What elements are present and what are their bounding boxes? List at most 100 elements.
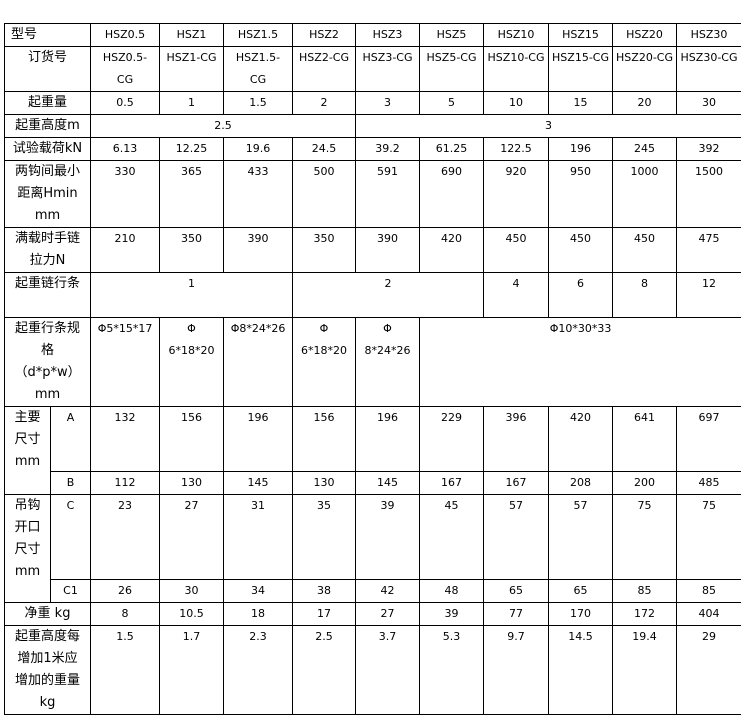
table-cell: 48: [419, 579, 485, 603]
table-cell: HSZ15: [548, 23, 614, 47]
table-cell: 5: [419, 91, 485, 115]
table-cell: 200: [612, 471, 678, 495]
table-row-hook-opening-c: 吊钩 开口 尺寸 mm C 23 27 31 35 39 45 57 57 75 75: [4, 494, 741, 603]
table-cell: 9.7: [483, 625, 550, 715]
table-cell: 38: [292, 579, 357, 603]
table-cell: 2.5: [292, 625, 357, 715]
table-cell: HSZ3: [355, 23, 421, 47]
row-label: 起重高度m: [3, 114, 92, 138]
table-cell: HSZ2-CG: [292, 46, 357, 92]
table-cell: 30: [159, 579, 225, 603]
table-cell: 12.25: [159, 137, 225, 161]
table-cell: 2: [292, 272, 485, 318]
row-label: 净重 kg: [3, 602, 92, 626]
table-cell: HSZ1: [159, 23, 225, 47]
table-cell: 3: [355, 91, 421, 115]
table-cell: 85: [676, 579, 741, 603]
table-cell: 145: [355, 471, 421, 495]
table-cell: 1.7: [159, 625, 225, 715]
table-cell: HSZ1.5- CG: [223, 46, 294, 92]
table-cell: 39: [419, 602, 485, 626]
table-cell: 330: [90, 160, 161, 228]
table-cell: 45: [419, 494, 485, 580]
table-cell: 350: [159, 227, 225, 273]
table-cell: 57: [548, 494, 614, 580]
table-cell: 172: [612, 602, 678, 626]
table-cell: 641: [612, 406, 678, 472]
table-cell: 210: [90, 227, 161, 273]
table-cell: Φ10*30*33: [419, 317, 741, 407]
table-row-chain-spec: 起重行条规 格 （d*p*w） mm Φ5*15*17 Φ 6*18*20 Φ8*24…: [3, 317, 741, 407]
table-cell: 39: [355, 494, 421, 580]
table-cell: Φ5*15*17: [90, 317, 161, 407]
table-row-load-chain-falls: 起重链行条 1 2 4 6 8 12: [3, 272, 741, 318]
table-cell: A: [49, 406, 92, 472]
table-cell: 145: [223, 471, 294, 495]
table-cell: 365: [159, 160, 225, 228]
table-cell: 2.5: [90, 114, 357, 138]
table-cell: 39.2: [355, 137, 421, 161]
table-cell: 390: [223, 227, 294, 273]
table-cell: 229: [419, 406, 485, 472]
table-cell: 6.13: [90, 137, 161, 161]
table-cell: 8: [612, 272, 678, 318]
table-cell: HSZ15-CG: [548, 46, 614, 92]
table-cell: 156: [292, 406, 357, 472]
table-cell: C1: [49, 579, 92, 603]
table-cell: HSZ0.5: [90, 23, 161, 47]
table-cell: HSZ10-CG: [483, 46, 550, 92]
table-cell: HSZ5-CG: [419, 46, 485, 92]
table-cell: 30: [676, 91, 741, 115]
table-cell: 390: [355, 227, 421, 273]
table-cell: 34: [223, 579, 294, 603]
row-label: 试验载荷kN: [3, 137, 92, 161]
table-cell: 245: [612, 137, 678, 161]
table-row-capacity: 起重量 0.5 1 1.5 2 3 5 10 15 20 30: [3, 91, 741, 115]
table-row-order-number: 订货号 HSZ0.5- CG HSZ1-CG HSZ1.5- CG HSZ2-CG HSZ…: [3, 46, 741, 92]
table-cell: C: [49, 494, 92, 580]
row-label: 吊钩 开口 尺寸 mm: [4, 494, 51, 603]
table-cell: 5.3: [419, 625, 485, 715]
table-cell: Φ8*24*26: [223, 317, 294, 407]
table-cell: 2: [292, 91, 357, 115]
table-cell: B: [49, 471, 92, 495]
table-cell: 31: [223, 494, 294, 580]
table-cell: 404: [676, 602, 741, 626]
table-cell: HSZ30: [676, 23, 741, 47]
table-cell: 1.5: [90, 625, 161, 715]
table-cell: 19.6: [223, 137, 294, 161]
table-cell: 1.5: [223, 91, 294, 115]
table-row-dimension-b: B 112 130 145 130 145 167 167 208 200 485: [5, 471, 741, 495]
table-cell: HSZ20: [612, 23, 678, 47]
table-row-dimension-a: 主要 尺寸 mm A 132 156 196 156 196 229 396 420 641 697: [4, 406, 741, 495]
table-cell: HSZ10: [483, 23, 550, 47]
table-cell: 75: [676, 494, 741, 580]
table-row-min-hook-distance: 两钩间最小 距离Hmin mm 330 365 433 500 591 690 920 950 1…: [3, 160, 741, 228]
table-row-test-load: 试验载荷kN 6.13 12.25 19.6 24.5 39.2 61.25 122.5 196…: [3, 137, 741, 161]
table-cell: Φ 6*18*20: [159, 317, 225, 407]
table-cell: 1: [159, 91, 225, 115]
table-cell: 85: [612, 579, 678, 603]
table-row-extra-weight-per-meter: 起重高度每 增加1米应 增加的重量 kg 1.5 1.7 2.3 2.5 3.7 5.3 9.…: [3, 625, 741, 715]
table-cell: 4: [483, 272, 550, 318]
table-cell: 10.5: [159, 602, 225, 626]
table-cell: 27: [159, 494, 225, 580]
table-cell: 10: [483, 91, 550, 115]
table-cell: HSZ5: [419, 23, 485, 47]
table-cell: 1000: [612, 160, 678, 228]
table-cell: 1: [90, 272, 294, 318]
table-cell: 2.3: [223, 625, 294, 715]
table-cell: 3.7: [355, 625, 421, 715]
table-cell: 6: [548, 272, 614, 318]
table-cell: 450: [548, 227, 614, 273]
table-cell: 475: [676, 227, 741, 273]
table-cell: 350: [292, 227, 357, 273]
row-label: 订货号: [3, 46, 92, 92]
table-cell: 17: [292, 602, 357, 626]
table-cell: 485: [676, 471, 741, 495]
table-cell: HSZ1.5: [223, 23, 294, 47]
table-cell: 77: [483, 602, 550, 626]
table-cell: 8: [90, 602, 161, 626]
row-label: 两钩间最小 距离Hmin mm: [3, 160, 92, 228]
table-row-hand-chain-pull: 满载时手链 拉力N 210 350 390 350 390 420 450 450 450 475: [3, 227, 741, 273]
